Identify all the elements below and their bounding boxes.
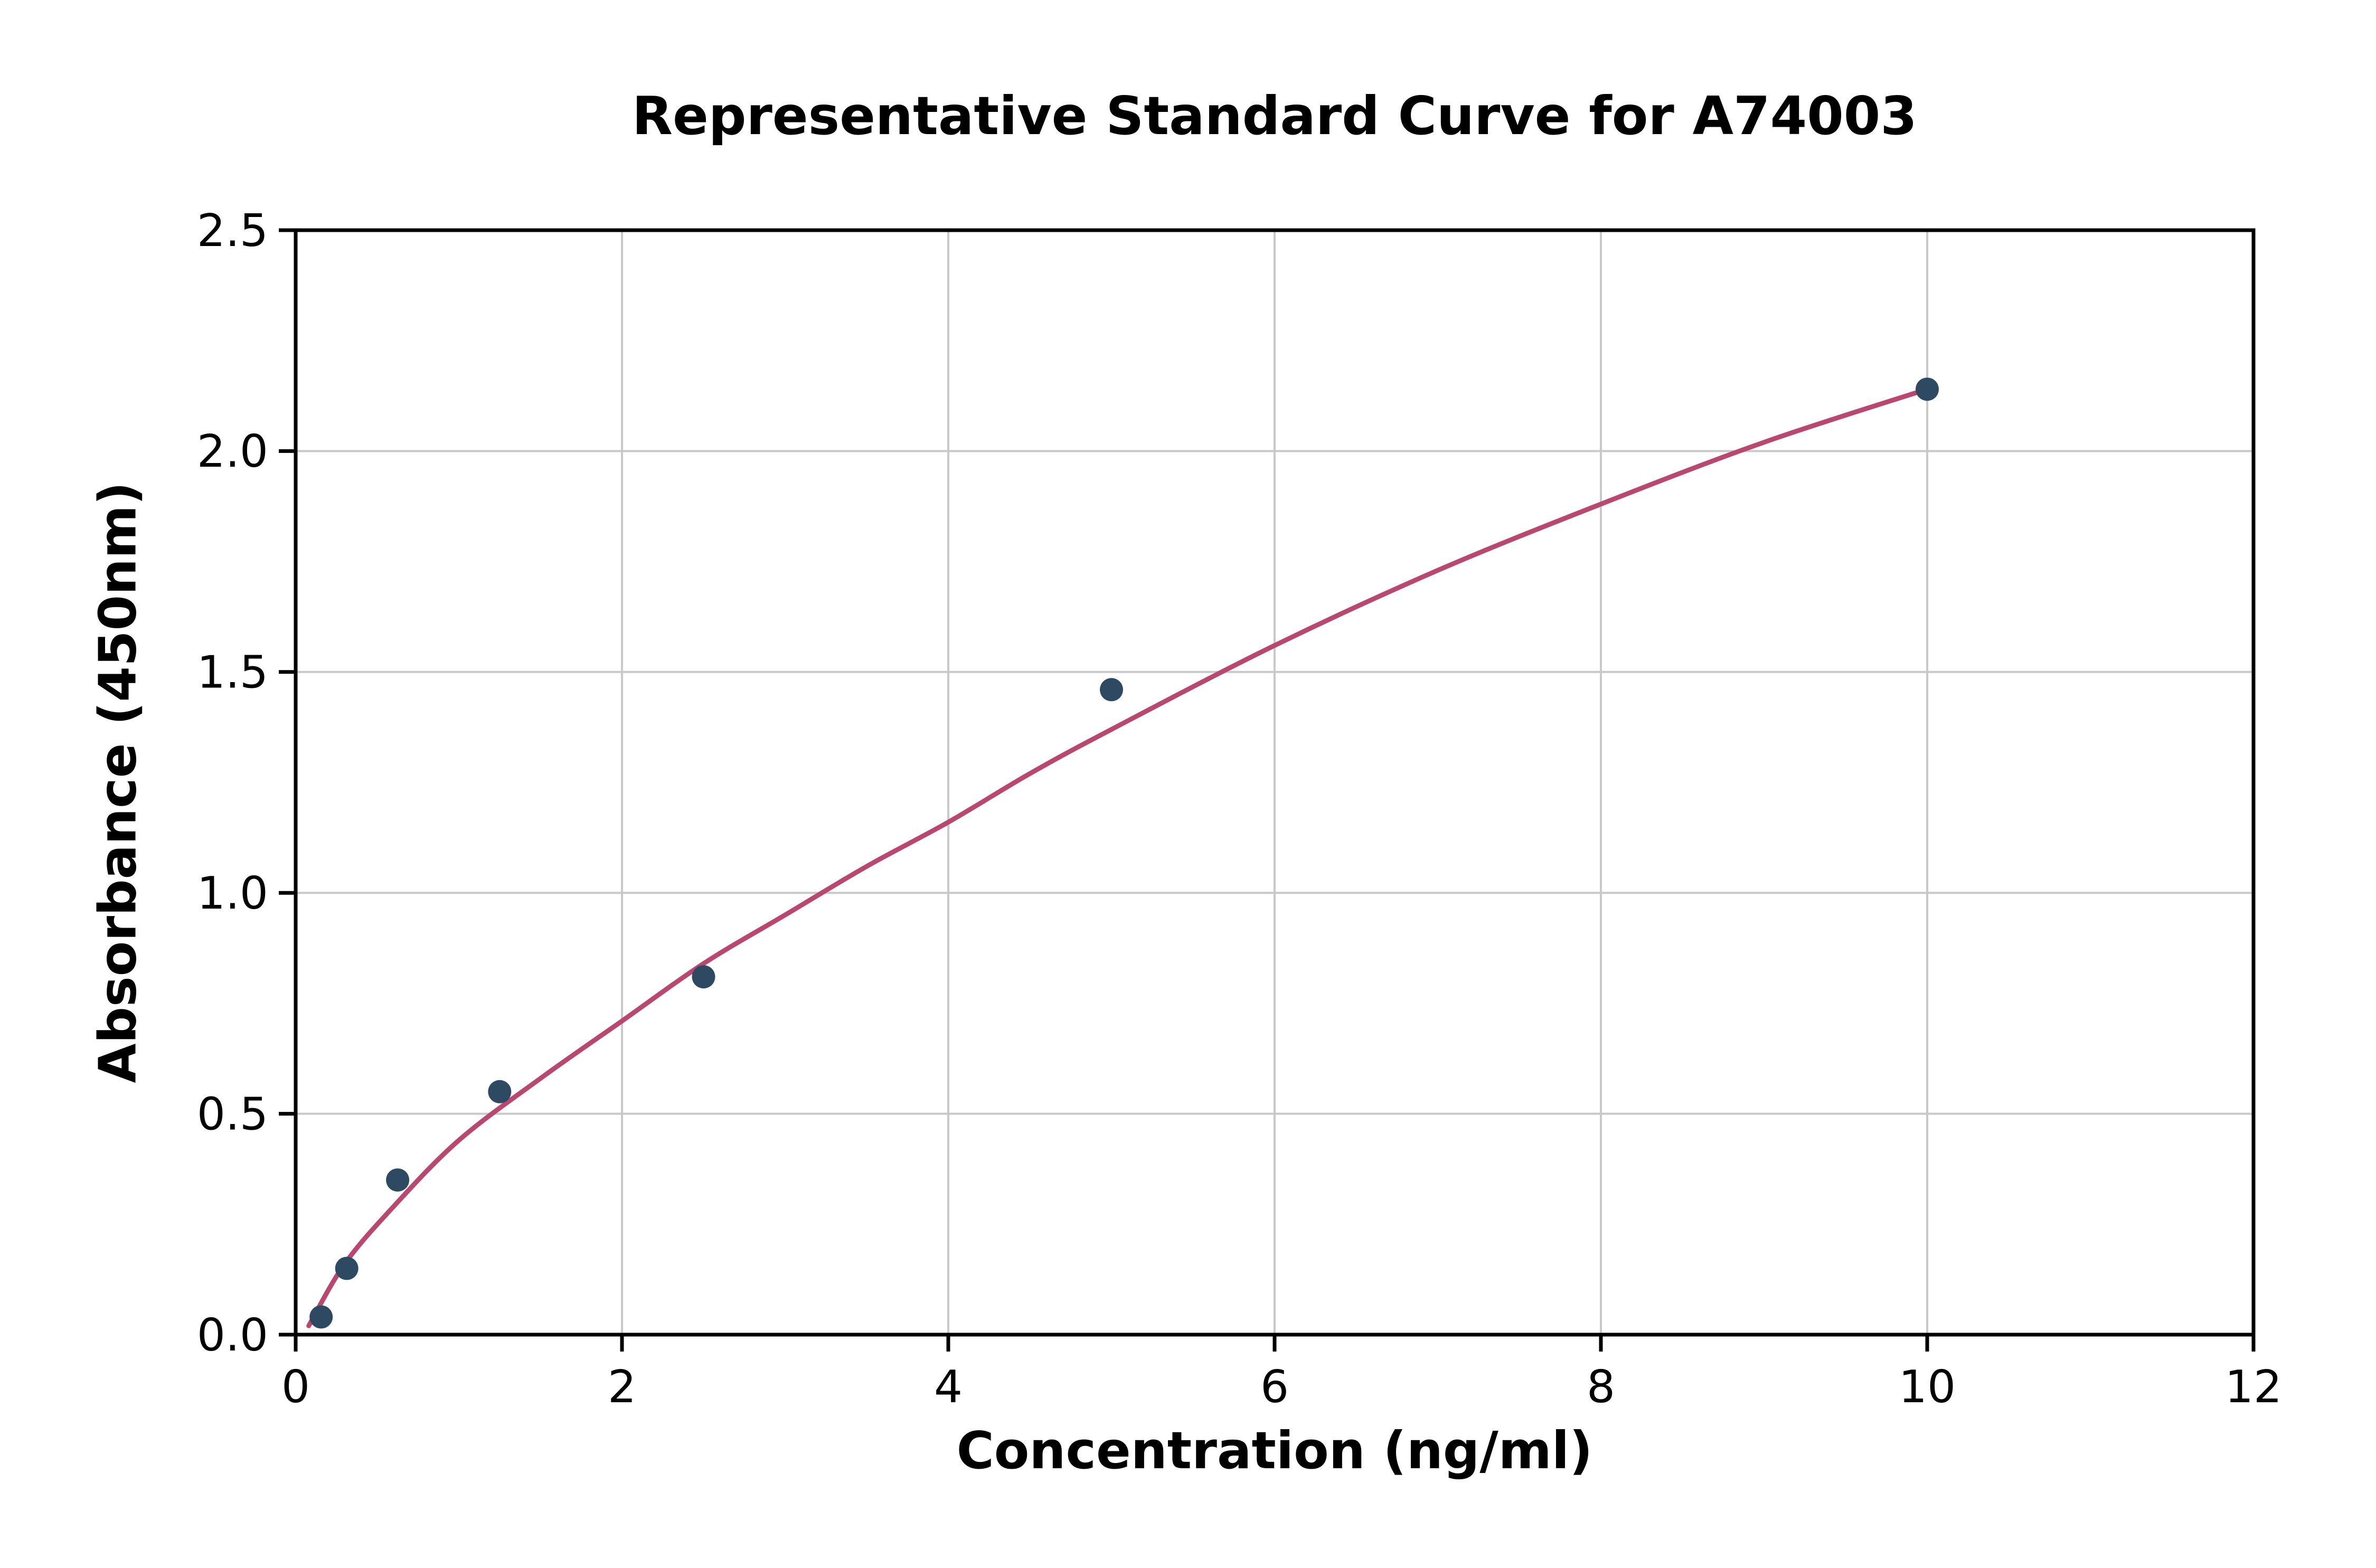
y-tick-label: 0.0 <box>197 1309 268 1362</box>
data-point <box>386 1168 410 1192</box>
x-tick-label: 2 <box>608 1361 636 1413</box>
y-tick-label: 0.5 <box>197 1088 268 1140</box>
x-axis-label: Concentration (ng/ml) <box>956 1421 1593 1480</box>
x-tick-label: 0 <box>281 1361 310 1413</box>
x-tick-label: 12 <box>2225 1361 2282 1413</box>
y-tick-label: 1.5 <box>197 647 268 699</box>
y-tick-label: 1.0 <box>197 867 268 920</box>
x-tick-label: 6 <box>1260 1361 1289 1413</box>
data-point <box>488 1080 512 1103</box>
data-point <box>1916 377 1939 401</box>
data-point <box>1100 678 1123 702</box>
y-tick-label: 2.5 <box>197 205 268 257</box>
data-point <box>692 965 715 989</box>
data-point <box>309 1305 333 1329</box>
chart-title: Representative Standard Curve for A74003 <box>632 85 1917 147</box>
y-axis-label: Absorbance (450nm) <box>88 481 148 1083</box>
data-point <box>335 1257 359 1280</box>
fit-curve <box>306 386 1930 1328</box>
y-tick-label: 2.0 <box>197 426 268 478</box>
x-tick-label: 10 <box>1899 1361 1956 1413</box>
x-tick-label: 4 <box>934 1361 963 1413</box>
x-tick-label: 8 <box>1587 1361 1615 1413</box>
